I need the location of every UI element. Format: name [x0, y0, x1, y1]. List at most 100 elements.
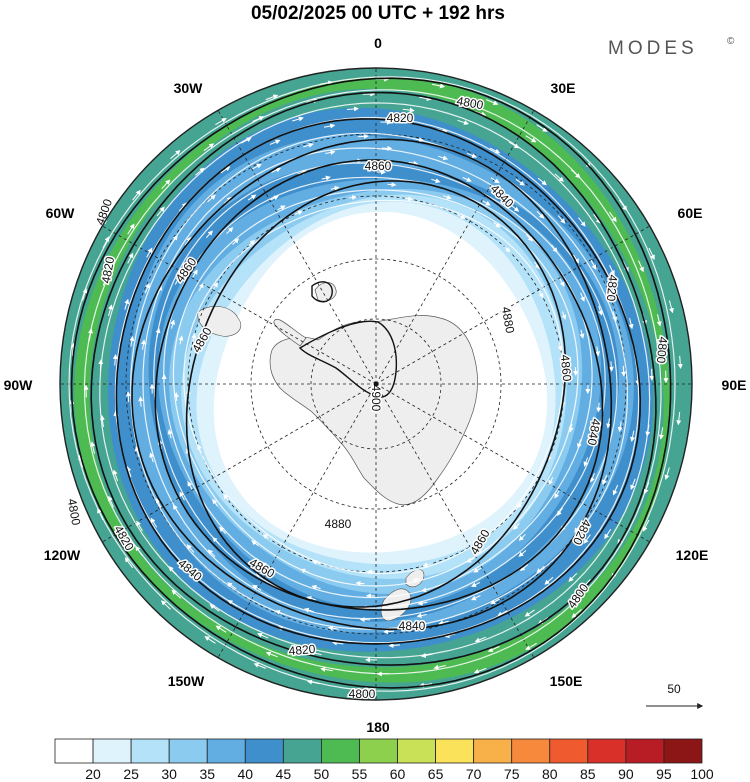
wind-arrow: [161, 179, 171, 190]
colorbar-swatch-11: [473, 738, 513, 764]
wind-arrow: [630, 430, 635, 442]
longitude-labels: 0 30E 60E 90E 120E 150E 180 150W 120W 90W 60W 30W: [4, 35, 747, 735]
streamline-ring-0: [68, 76, 676, 692]
height-contour-2: [115, 118, 642, 645]
streamline-ring-3: [114, 116, 640, 644]
wind-arrow: [170, 149, 181, 159]
wind-arrow: [330, 185, 340, 191]
wind-arrow: [536, 210, 545, 219]
wind-arrow: [554, 490, 560, 499]
wind-arrow: [508, 141, 520, 149]
wind-arrow: [319, 80, 333, 86]
wind-arrow: [327, 625, 339, 631]
colorbar-tick-100: 100: [690, 766, 714, 782]
wind-arrow: [150, 517, 158, 528]
brand-logo: MODES: [608, 38, 698, 59]
contour-label-text: 4820: [288, 642, 316, 658]
contour-label-text: 4800: [65, 498, 83, 527]
contour-label-12: 4840: [583, 416, 604, 448]
wind-arrow: [213, 282, 218, 290]
colorbar: 20 25 30 35 40 45 50 55 60 65 70 75 80 85 90 95 100: [54, 738, 714, 782]
wind-arrow: [574, 523, 582, 533]
height-contour-5: [185, 180, 567, 608]
wind-arrow: [677, 355, 683, 369]
wind-arrow: [160, 600, 171, 610]
wind-arrow: [219, 526, 227, 534]
wind-arrow: [309, 650, 322, 656]
wind-arrow: [612, 484, 619, 496]
wind-arrow: [226, 227, 234, 235]
wind-arrow: [215, 625, 227, 633]
colorbar-swatch-10: [435, 738, 475, 764]
meridian-4: [375, 383, 650, 543]
wind-arrow: [630, 478, 636, 491]
wind-arrow: [292, 116, 304, 122]
colorbar-tick-75: 75: [504, 766, 520, 782]
contour-label-text: 4800: [349, 687, 376, 701]
wind-arrow: [457, 214, 466, 219]
contour-label-10: 4820: [602, 273, 621, 304]
contour-label-text: 4880: [325, 517, 352, 531]
contour-label-0: 4800: [454, 92, 486, 113]
colorbar-swatch-8: [359, 738, 398, 764]
wind-arrow: [402, 107, 415, 113]
wind-arrow: [466, 557, 475, 563]
longitude-label-120w: 120W: [44, 547, 81, 563]
colorbar-swatch-6: [282, 738, 322, 764]
streamline-ring-7: [163, 176, 593, 599]
longitude-label-120e: 120E: [676, 547, 709, 563]
contour-label-24: 4800: [347, 686, 377, 703]
meridian-2: [375, 225, 650, 385]
wind-arrow: [168, 566, 178, 576]
wind-arrow: [261, 562, 270, 568]
wind-arrow: [622, 261, 629, 273]
wind-arrow: [471, 581, 481, 587]
wind-arrow: [573, 254, 580, 264]
wind-arrow: [519, 564, 529, 572]
wind-arrow: [132, 189, 141, 201]
wind-arrow: [171, 589, 182, 599]
brand-mark: ©: [727, 36, 735, 47]
wind-arrow: [108, 304, 113, 317]
wind-arrow: [420, 652, 433, 658]
wind-arrow: [602, 474, 608, 486]
wind-arrow: [144, 282, 150, 294]
wind-arrow: [512, 523, 520, 530]
wind-arrow: [421, 587, 431, 593]
wind-arrow: [274, 610, 286, 616]
wind-arrow: [252, 116, 265, 122]
wind-arrow: [608, 361, 614, 372]
wind-arrow: [140, 339, 146, 350]
contour-label-18: 4800: [63, 496, 84, 528]
colorbar-tick-50: 50: [314, 766, 330, 782]
wind-arrow: [617, 421, 623, 433]
wind-arrow: [525, 135, 537, 143]
colorbar-swatch-1: [92, 738, 132, 764]
colorbar-tick-65: 65: [428, 766, 444, 782]
wind-arrow: [300, 568, 309, 574]
wind-arrow: [173, 392, 179, 402]
streamline-ring-2: [99, 102, 651, 659]
contour-label-text: 4820: [604, 274, 620, 302]
wind-arrow: [307, 679, 321, 685]
wind-arrow: [146, 247, 153, 258]
map-title: 05/02/2025 00 UTC + 192 hrs: [251, 3, 505, 24]
contour-label-9: 4860: [556, 353, 575, 384]
wind-arrow: [554, 173, 564, 182]
wind-arrow: [606, 418, 612, 429]
wind-arrow: [348, 195, 358, 201]
wind-arrow: [346, 106, 359, 112]
wind-arrow: [311, 559, 321, 565]
contour-label-22: 4840: [397, 618, 427, 635]
graticule: [60, 68, 692, 700]
streamline-ring-9: [183, 199, 565, 575]
wind-arrow: [517, 501, 523, 509]
wind-arrow: [248, 240, 256, 247]
map-boundary: [59, 67, 693, 701]
longitude-label-150w: 150W: [168, 673, 205, 689]
wind-arrow: [482, 200, 491, 206]
colorbar-tick-70: 70: [466, 766, 482, 782]
wind-arrow: [388, 642, 401, 648]
wind-arrow: [590, 473, 595, 483]
wind-arrow: [108, 495, 114, 508]
